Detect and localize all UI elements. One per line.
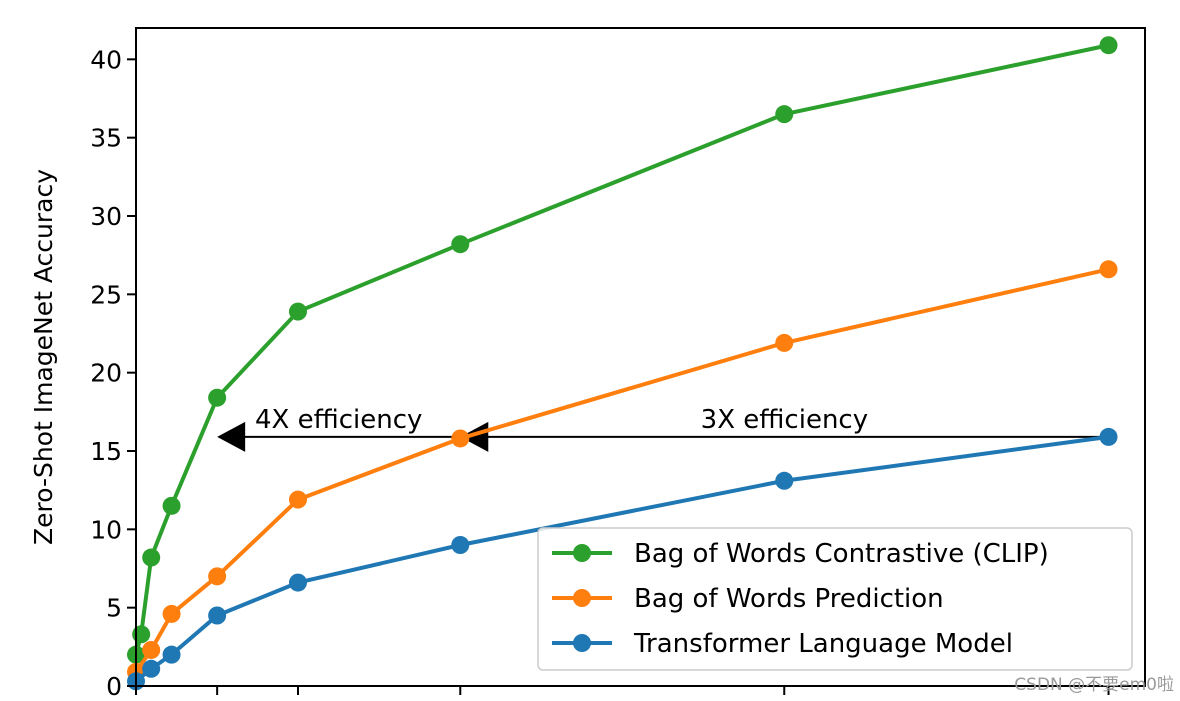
data-point (162, 645, 181, 664)
legend-box (537, 527, 1133, 671)
annotation-label: 4X efficiency (255, 405, 422, 435)
data-point (208, 567, 227, 586)
data-point (288, 490, 307, 509)
data-point (288, 573, 307, 592)
watermark: CSDN @不要em0啦 (1014, 675, 1174, 695)
data-point (208, 388, 227, 407)
y-tick-label: 35 (90, 124, 122, 153)
y-tick-label: 15 (90, 437, 122, 466)
data-point (162, 604, 181, 623)
annotation-arrowhead (460, 421, 489, 452)
data-point (142, 659, 161, 678)
y-axis-label: Zero-Shot ImageNet Accuracy (29, 169, 58, 545)
data-point (142, 640, 161, 659)
y-tick-label: 5 (106, 594, 122, 623)
legend-label: Bag of Words Prediction (634, 584, 944, 614)
y-tick-label: 20 (90, 359, 122, 388)
plot-frame (135, 27, 1146, 687)
data-point (775, 105, 794, 124)
data-point (775, 471, 794, 490)
legend-label: Bag of Words Contrastive (CLIP) (634, 539, 1049, 569)
legend-marker (573, 544, 591, 562)
legend-label: Transformer Language Model (633, 629, 1013, 659)
axes: 0 5 10 15 20 25 30 35 40 (90, 27, 1146, 701)
data-point (132, 625, 151, 644)
annotation-label: 3X efficiency (701, 405, 868, 435)
legend-marker (573, 634, 591, 652)
series-layer (127, 36, 1118, 691)
annotation-arrowhead (217, 421, 246, 452)
data-point (451, 536, 470, 554)
data-point (208, 606, 227, 625)
data-point (1099, 427, 1118, 446)
data-point (162, 496, 181, 515)
y-tick-label: 25 (90, 280, 122, 309)
data-point (775, 333, 794, 352)
y-tick-label: 40 (90, 45, 122, 74)
data-point (451, 429, 470, 448)
legend-marker (573, 589, 591, 607)
y-tick-label: 10 (90, 515, 122, 544)
y-tick-label: 0 (106, 672, 122, 701)
data-point (1099, 260, 1118, 279)
data-point (1099, 36, 1118, 55)
data-point (142, 548, 161, 567)
annotations: 4X efficiency 3X efficiency (217, 405, 1109, 452)
legend: Bag of Words Contrastive (CLIP) Bag of Wo… (537, 527, 1133, 671)
data-point (451, 235, 470, 254)
data-point (288, 302, 307, 321)
y-tick-label: 30 (90, 202, 122, 231)
